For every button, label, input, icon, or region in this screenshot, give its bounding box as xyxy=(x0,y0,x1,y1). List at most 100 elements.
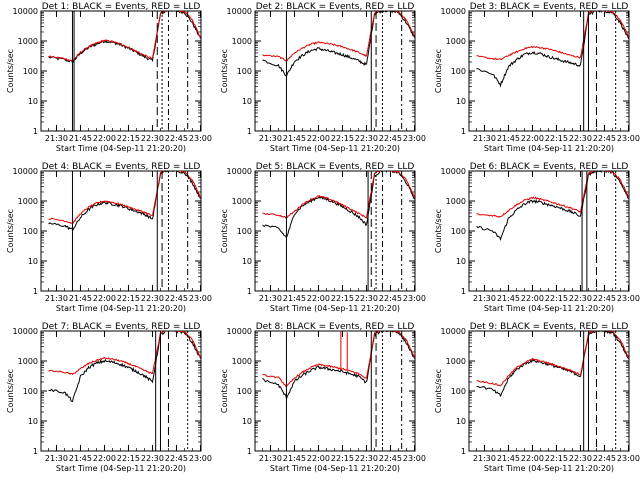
x-tick-label: 22:30 xyxy=(569,454,592,463)
x-tick-label: 21:30 xyxy=(259,294,282,303)
panel-title: Det 5: BLACK = Events, RED = LLD xyxy=(256,162,415,172)
x-tick-label: 23:00 xyxy=(617,134,640,143)
plot-frame xyxy=(40,170,202,292)
y-tick-label: 10 xyxy=(28,97,38,106)
series-lld-line xyxy=(476,331,629,387)
y-tick-label: 10000 xyxy=(227,7,252,16)
x-tick-label: 21:45 xyxy=(497,134,520,143)
x-tick-label: 23:00 xyxy=(617,294,640,303)
y-tick-label: 10000 xyxy=(227,327,252,336)
panel-title: Det 4: BLACK = Events, RED = LLD xyxy=(42,162,201,172)
detector-panel-8: Det 8: BLACK = Events, RED = LLD 1 10 100 10… xyxy=(220,322,426,473)
series-events-line xyxy=(48,331,201,403)
x-tick-label: 22:45 xyxy=(379,454,402,463)
plot-frame xyxy=(254,170,416,292)
y-tick-label: 10000 xyxy=(227,167,252,176)
x-tick-label: 21:30 xyxy=(473,294,496,303)
x-tick-label: 22:45 xyxy=(593,134,616,143)
x-tick-label: 22:15 xyxy=(331,134,354,143)
series-lld-line xyxy=(262,331,415,388)
x-tick-label: 22:15 xyxy=(331,294,354,303)
x-tick-label: 22:15 xyxy=(117,454,140,463)
y-axis-label: Counts/sec xyxy=(220,369,229,413)
x-tick-label: 22:45 xyxy=(593,294,616,303)
y-tick-label: 10 xyxy=(28,417,38,426)
x-axis-label: Start Time (04-Sep-11 21:20:20) xyxy=(270,464,400,473)
series-events-line xyxy=(262,331,415,401)
y-tick-label: 1 xyxy=(247,287,252,296)
series-events-line xyxy=(262,171,415,239)
detector-panel-3: Det 3: BLACK = Events, RED = LLD 1 10 100 10… xyxy=(434,2,640,153)
y-tick-label: 10000 xyxy=(13,167,38,176)
y-tick-label: 100 xyxy=(451,67,466,76)
y-axis-label: Counts/sec xyxy=(6,209,15,253)
x-tick-label: 22:30 xyxy=(141,134,164,143)
x-tick-label: 22:00 xyxy=(307,294,330,303)
y-tick-label: 1000 xyxy=(232,197,252,206)
x-tick-label: 21:45 xyxy=(283,294,306,303)
y-tick-label: 1000 xyxy=(232,357,252,366)
y-tick-label: 10000 xyxy=(441,167,466,176)
x-tick-label: 23:00 xyxy=(403,294,426,303)
series-events-line xyxy=(476,331,629,398)
detector-panel-6: Det 6: BLACK = Events, RED = LLD 1 10 100 10… xyxy=(434,162,640,313)
y-tick-label: 10000 xyxy=(13,327,38,336)
x-tick-label: 22:00 xyxy=(93,454,116,463)
x-tick-label: 22:00 xyxy=(521,134,544,143)
y-axis-label: Counts/sec xyxy=(434,209,443,253)
detector-panel-5: Det 5: BLACK = Events, RED = LLD 1 10 100 10… xyxy=(220,162,426,313)
series-lld-line xyxy=(262,11,415,62)
x-axis-label: Start Time (04-Sep-11 21:20:20) xyxy=(56,464,186,473)
series-lld-line xyxy=(476,11,629,61)
series-lld-line xyxy=(476,171,629,218)
y-tick-label: 1 xyxy=(247,127,252,136)
series-events-line xyxy=(48,171,201,231)
y-axis-label: Counts/sec xyxy=(6,49,15,93)
x-axis-label: Start Time (04-Sep-11 21:20:20) xyxy=(56,304,186,313)
x-tick-label: 21:45 xyxy=(283,454,306,463)
y-tick-label: 10000 xyxy=(441,327,466,336)
x-tick-label: 22:15 xyxy=(545,294,568,303)
plot-frame xyxy=(40,330,202,452)
x-tick-label: 22:45 xyxy=(379,294,402,303)
y-tick-label: 10 xyxy=(456,97,466,106)
y-tick-label: 100 xyxy=(23,227,38,236)
y-tick-label: 1 xyxy=(461,127,466,136)
x-axis-label: Start Time (04-Sep-11 21:20:20) xyxy=(270,144,400,153)
x-tick-label: 22:15 xyxy=(117,294,140,303)
y-tick-label: 1 xyxy=(247,447,252,456)
x-axis-label: Start Time (04-Sep-11 21:20:20) xyxy=(56,144,186,153)
plot-frame xyxy=(40,10,202,132)
x-tick-label: 22:15 xyxy=(117,134,140,143)
x-tick-label: 22:30 xyxy=(569,134,592,143)
series-events-line xyxy=(476,171,629,241)
x-tick-label: 22:15 xyxy=(545,454,568,463)
y-tick-label: 1000 xyxy=(446,197,466,206)
x-tick-label: 22:30 xyxy=(141,294,164,303)
x-tick-label: 22:00 xyxy=(521,294,544,303)
y-tick-label: 1 xyxy=(33,287,38,296)
x-tick-label: 23:00 xyxy=(189,454,212,463)
x-axis-label: Start Time (04-Sep-11 21:20:20) xyxy=(484,304,614,313)
x-tick-label: 22:30 xyxy=(569,294,592,303)
x-tick-label: 21:45 xyxy=(283,134,306,143)
x-tick-label: 21:45 xyxy=(69,134,92,143)
x-axis-label: Start Time (04-Sep-11 21:20:20) xyxy=(484,144,614,153)
x-tick-label: 21:30 xyxy=(45,454,68,463)
x-tick-label: 21:30 xyxy=(473,134,496,143)
x-tick-label: 22:30 xyxy=(355,454,378,463)
y-tick-label: 1 xyxy=(461,447,466,456)
y-tick-label: 10 xyxy=(242,417,252,426)
detector-panel-7: Det 7: BLACK = Events, RED = LLD 1 10 100 10… xyxy=(6,322,212,473)
series-lld-line xyxy=(48,11,201,62)
series-lld-line xyxy=(262,171,415,219)
x-tick-label: 21:30 xyxy=(45,134,68,143)
y-tick-label: 1000 xyxy=(232,37,252,46)
series-events-line xyxy=(48,11,201,65)
x-tick-label: 21:45 xyxy=(69,454,92,463)
y-axis-label: Counts/sec xyxy=(6,369,15,413)
detector-panel-2: Det 2: BLACK = Events, RED = LLD 1 10 100 10… xyxy=(220,2,426,153)
y-tick-label: 10000 xyxy=(441,7,466,16)
y-tick-label: 100 xyxy=(451,227,466,236)
y-axis-label: Counts/sec xyxy=(220,49,229,93)
